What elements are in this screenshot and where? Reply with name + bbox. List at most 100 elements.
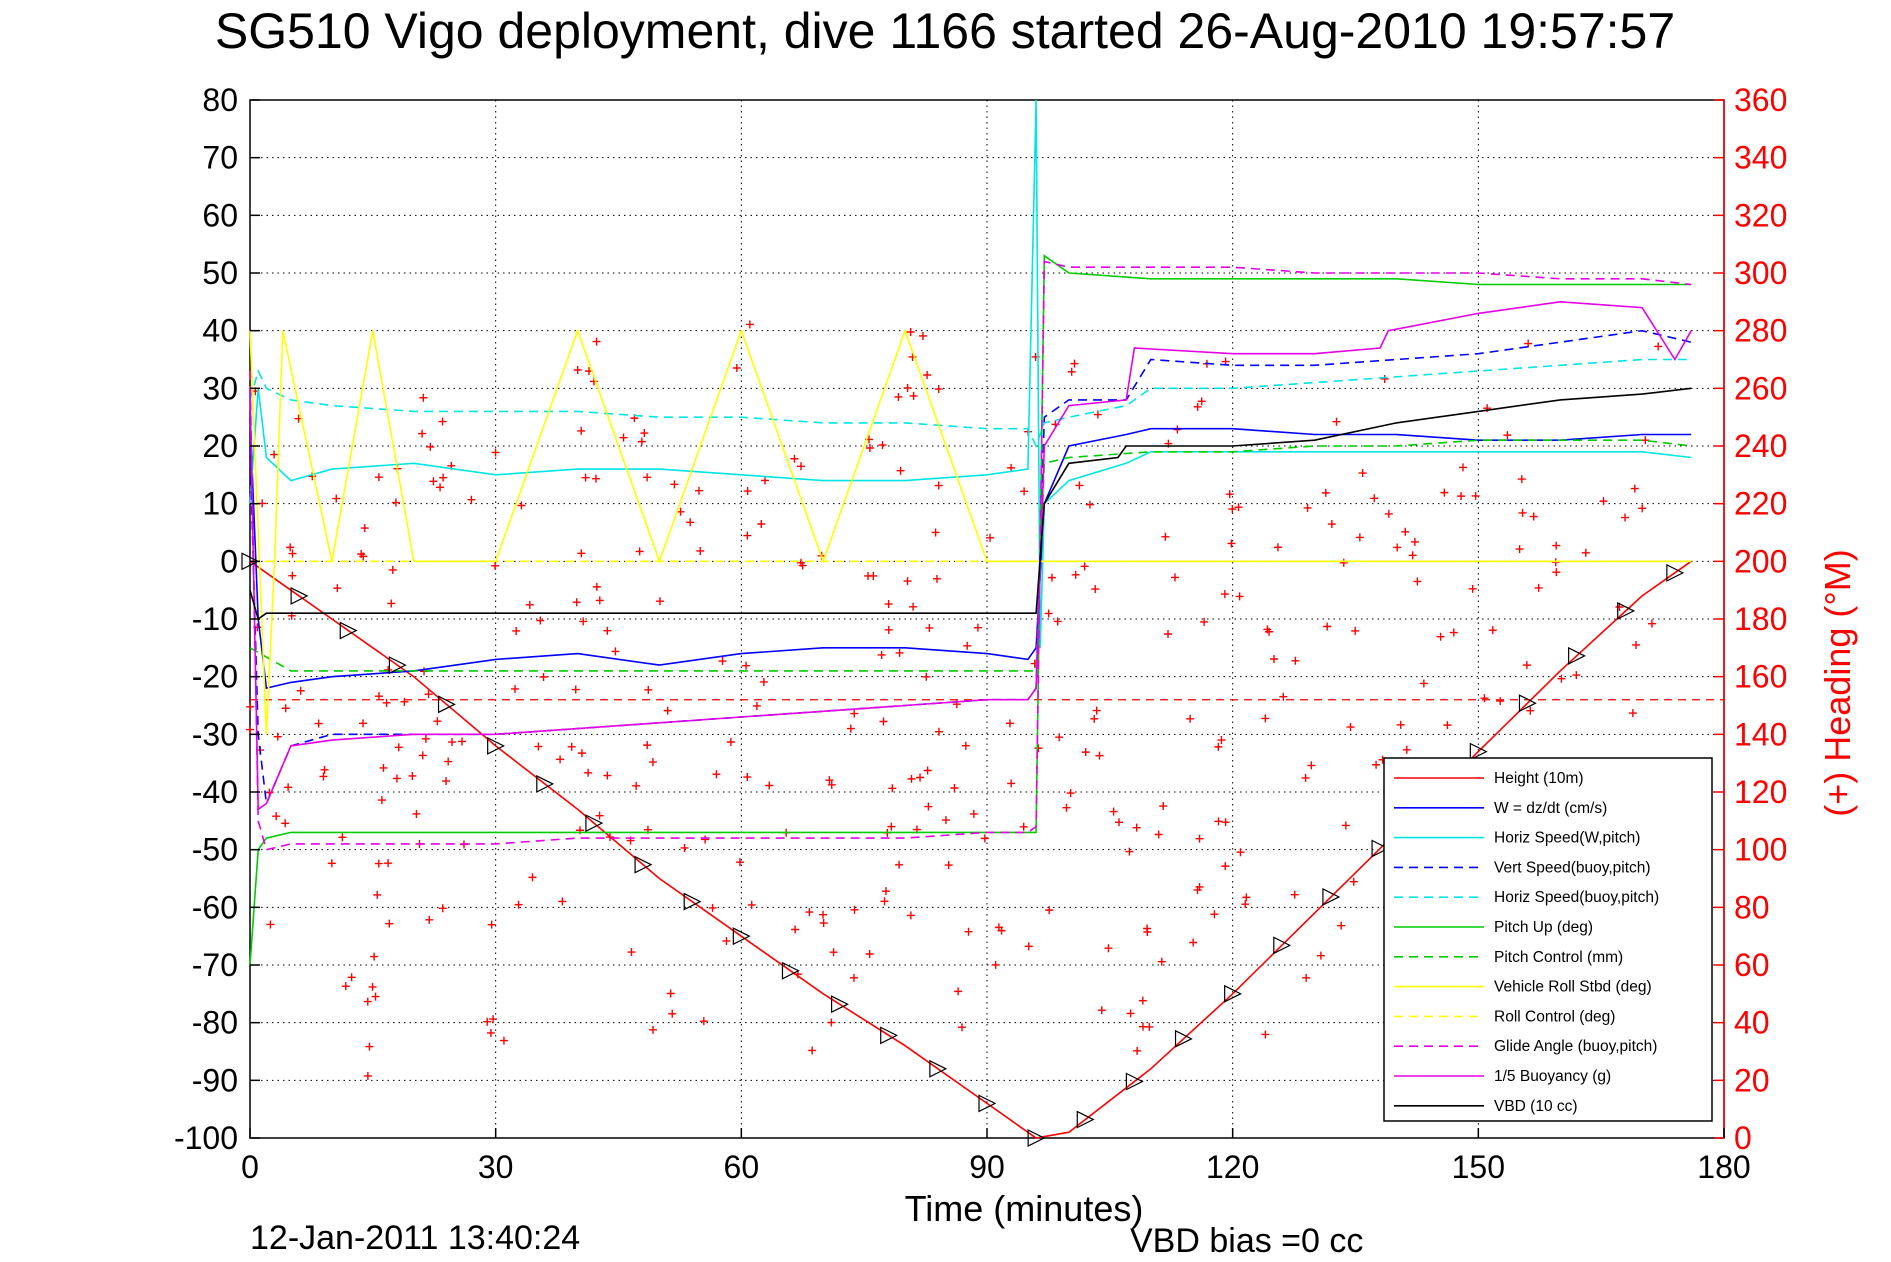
heading-point xyxy=(670,480,679,489)
legend-entry: Pitch Up (deg) xyxy=(1494,919,1593,936)
left-y-tick-label: -10 xyxy=(192,601,238,637)
heading-point xyxy=(365,1042,374,1051)
series-line xyxy=(249,300,1692,811)
heading-point xyxy=(850,709,859,718)
heading-point xyxy=(1551,558,1560,567)
heading-point xyxy=(925,623,934,632)
heading-point xyxy=(491,448,500,457)
heading-point xyxy=(1210,910,1219,919)
x-tick-label: 30 xyxy=(478,1149,514,1185)
heading-point xyxy=(556,755,565,764)
left-y-tick-label: -80 xyxy=(192,1005,238,1041)
heading-point xyxy=(296,686,305,695)
heading-point xyxy=(579,617,588,626)
heading-point xyxy=(483,1017,492,1026)
heading-point xyxy=(444,757,453,766)
heading-point xyxy=(1457,492,1466,501)
height-marker xyxy=(1666,563,1685,582)
footer-vbd-bias: VBD bias =0 cc xyxy=(1130,1222,1363,1260)
heading-point xyxy=(371,992,380,1001)
height-marker xyxy=(585,814,604,833)
heading-point xyxy=(742,661,751,670)
heading-point xyxy=(1227,539,1236,548)
heading-point xyxy=(1638,504,1647,513)
right-y-tick-label: 60 xyxy=(1734,947,1770,983)
heading-point xyxy=(864,571,873,580)
heading-point xyxy=(643,473,652,482)
heading-point xyxy=(1138,996,1147,1005)
right-y-tick-label: 100 xyxy=(1734,832,1787,868)
height-marker xyxy=(1224,984,1243,1003)
heading-point xyxy=(1214,742,1223,751)
heading-point xyxy=(363,1071,372,1080)
heading-point xyxy=(743,773,752,782)
heading-point xyxy=(327,859,336,868)
heading-point xyxy=(1471,491,1480,500)
height-marker xyxy=(1617,601,1636,620)
heading-point xyxy=(1468,584,1477,593)
height-marker xyxy=(634,855,653,874)
left-y-tick-label: -90 xyxy=(192,1062,238,1098)
heading-point xyxy=(941,816,950,825)
x-tick-label: 180 xyxy=(1697,1149,1750,1185)
heading-point xyxy=(374,859,383,868)
right-y-tick-label: 300 xyxy=(1734,255,1787,291)
heading-point xyxy=(1321,488,1330,497)
left-y-tick-label: 30 xyxy=(202,370,238,406)
left-y-tick-label: -60 xyxy=(192,889,238,925)
height-marker xyxy=(880,1026,899,1045)
right-y-tick-label: 180 xyxy=(1734,601,1787,637)
heading-point xyxy=(1217,736,1226,745)
heading-point xyxy=(320,765,329,774)
heading-point xyxy=(1351,626,1360,635)
heading-point xyxy=(808,1046,817,1055)
heading-point xyxy=(934,481,943,490)
heading-point xyxy=(663,706,672,715)
heading-point xyxy=(382,698,391,707)
heading-point xyxy=(718,657,727,666)
left-y-tick-label: -100 xyxy=(174,1120,238,1156)
heading-point xyxy=(827,1018,836,1027)
heading-point xyxy=(743,487,752,496)
height-marker xyxy=(1518,694,1537,713)
heading-point xyxy=(385,919,394,928)
heading-point xyxy=(668,1009,677,1018)
legend-entry: Roll Control (deg) xyxy=(1494,1008,1615,1025)
heading-point xyxy=(1095,751,1104,760)
heading-point xyxy=(439,473,448,482)
left-y-tick-label: 50 xyxy=(202,255,238,291)
heading-point xyxy=(373,890,382,899)
heading-point xyxy=(1410,537,1419,546)
left-y-tick-label: -40 xyxy=(192,774,238,810)
heading-point xyxy=(1630,484,1639,493)
heading-point xyxy=(906,911,915,920)
heading-point xyxy=(627,948,636,957)
heading-point xyxy=(394,743,403,752)
right-y-tick-label: 160 xyxy=(1734,659,1787,695)
heading-point xyxy=(1195,834,1204,843)
legend-entry: Pitch Control (mm) xyxy=(1494,949,1623,966)
right-y-tick-label: 40 xyxy=(1734,1005,1770,1041)
heading-point xyxy=(805,908,814,917)
x-tick-label: 0 xyxy=(241,1149,259,1185)
heading-point xyxy=(388,565,397,574)
heading-point xyxy=(918,331,927,340)
height-marker xyxy=(487,736,506,755)
heading-point xyxy=(467,495,476,504)
heading-point xyxy=(1355,533,1364,542)
heading-point xyxy=(436,483,445,492)
heading-point xyxy=(347,973,356,982)
heading-point xyxy=(846,724,855,733)
heading-point xyxy=(1080,562,1089,571)
left-y-tick-label: 10 xyxy=(202,486,238,522)
heading-point xyxy=(879,717,888,726)
height-marker xyxy=(1076,1110,1095,1129)
heading-point xyxy=(923,371,932,380)
heading-point xyxy=(1449,628,1458,637)
heading-point xyxy=(1186,714,1195,723)
heading-point xyxy=(1599,497,1608,506)
heading-point xyxy=(314,719,323,728)
heading-point xyxy=(969,809,978,818)
heading-point xyxy=(457,737,466,746)
heading-point xyxy=(1067,367,1076,376)
